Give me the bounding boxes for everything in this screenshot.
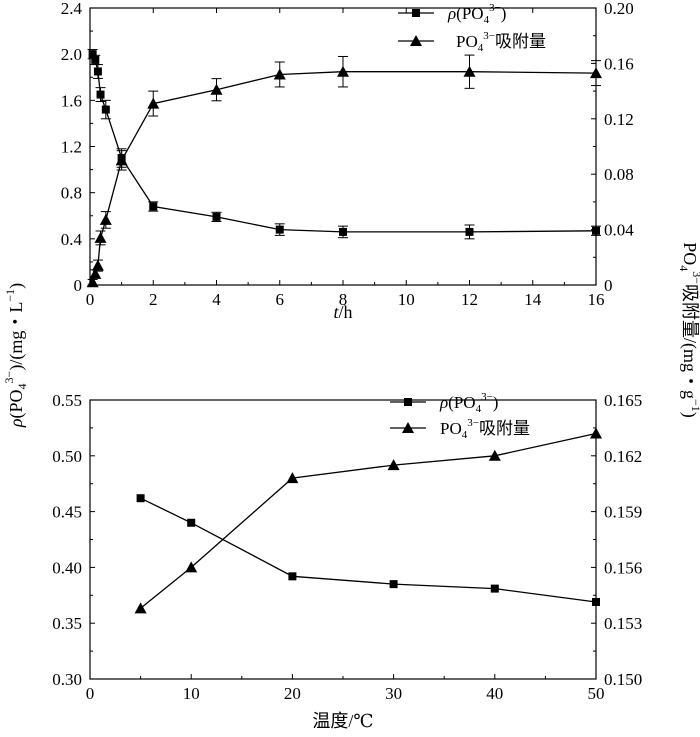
top-left-tick-label: 2.0 <box>61 45 82 64</box>
bottom-legend: ρ(PO43−) PO43−吸附量 <box>390 391 530 441</box>
bottom-left-tick-label: 0.50 <box>52 447 82 466</box>
bottom-adsorption-point <box>185 561 198 573</box>
bottom-left-tick-label: 0.35 <box>52 614 82 633</box>
top-right-tick-label: 0.04 <box>604 221 634 240</box>
top-right-tick-label: 0.16 <box>604 54 634 73</box>
svg-text:ρ(PO43−): ρ(PO43−) <box>439 391 498 415</box>
top-concentration-point <box>212 212 221 221</box>
top-left-tick-label: 2.4 <box>61 0 83 18</box>
bottom-left-tick-label: 0.40 <box>52 558 82 577</box>
left-axis-label: ρ(PO43−)/(mg・L−1) <box>2 283 29 428</box>
bottom-left-tick-label: 0.30 <box>52 670 82 689</box>
top-right-tick-label: 0.08 <box>604 165 634 184</box>
top-adsorption-point <box>463 65 476 77</box>
bottom-x-tick-label: 20 <box>284 684 301 703</box>
top-adsorption-point <box>337 65 349 77</box>
top-x-tick-label: 4 <box>212 290 221 309</box>
bottom-x-tick-label: 50 <box>588 684 605 703</box>
top-x-tick-label: 8 <box>339 290 348 309</box>
bottom-adsorption-line <box>140 432 597 609</box>
top-concentration-point <box>96 90 105 99</box>
bottom-left-tick-label: 0.55 <box>52 391 82 410</box>
bottom-right-tick-label: 0.162 <box>604 447 642 466</box>
bottom-concentration-point <box>592 597 600 606</box>
bottom-adsorption-point <box>590 427 602 439</box>
top-right-tick-label: 0 <box>604 276 613 295</box>
top-adsorption-point <box>94 231 107 243</box>
top-right-tick-label: 0.20 <box>604 0 634 18</box>
bottom-x-tick-label: 0 <box>86 684 95 703</box>
bottom-adsorption-point <box>286 472 299 484</box>
top-adsorption-point <box>273 68 286 80</box>
bottom-plot: 0 10 20 30 40 50 0.30 0.35 0.40 0.45 0.50 0.55 0.150… <box>52 391 642 703</box>
top-concentration-point <box>101 105 110 114</box>
bottom-x-tick-label: 30 <box>385 684 402 703</box>
top-concentration-point <box>149 202 158 211</box>
top-x-axis-label: t/h <box>333 302 352 322</box>
bottom-concentration-line <box>140 497 597 603</box>
svg-text:PO43−吸附量: PO43−吸附量 <box>456 30 546 54</box>
bottom-left-tick-label: 0.45 <box>52 503 82 522</box>
top-x-tick-label: 6 <box>276 290 285 309</box>
top-adsorption-point <box>210 83 223 95</box>
top-adsorption-point <box>590 67 602 79</box>
top-left-tick-label: 0.4 <box>61 230 83 249</box>
bottom-adsorption-point <box>488 449 501 461</box>
bottom-concentration-point <box>187 518 196 527</box>
right-axis-label: PO43−吸附量/(mg・g−1) <box>677 242 700 418</box>
top-left-tick-label: 1.6 <box>61 91 82 110</box>
top-adsorption-point <box>115 154 128 166</box>
top-x-tick-label: 16 <box>588 290 605 309</box>
bottom-right-tick-label: 0.150 <box>604 670 642 689</box>
top-right-tick-label: 0.12 <box>604 110 634 129</box>
top-x-tick-label: 0 <box>86 290 95 309</box>
top-x-tick-label: 14 <box>524 290 542 309</box>
bottom-concentration-point <box>136 494 145 503</box>
svg-text:PO43−吸附量: PO43−吸附量 <box>440 417 530 441</box>
top-adsorption-point <box>99 213 112 225</box>
svg-text:ρ(PO43−): ρ(PO43−) <box>447 2 506 26</box>
bottom-x-tick-label: 40 <box>486 684 503 703</box>
top-plot: 0 2 4 6 8 10 12 14 1600.40.81.21.62.02.400.040.0… <box>61 0 635 309</box>
bottom-right-tick-label: 0.159 <box>604 503 642 522</box>
top-adsorption-point <box>147 97 160 109</box>
top-concentration-point <box>91 55 100 64</box>
top-adsorption-point <box>86 276 99 288</box>
bottom-right-tick-label: 0.165 <box>604 391 642 410</box>
top-adsorption-point <box>91 259 104 271</box>
top-x-tick-label: 10 <box>398 290 415 309</box>
top-concentration-point <box>592 226 600 235</box>
top-concentration-point <box>275 225 284 234</box>
bottom-x-axis-label: 温度/℃ <box>312 711 373 731</box>
top-concentration-line <box>92 53 597 233</box>
bottom-concentration-point <box>389 580 398 589</box>
bottom-right-tick-label: 0.153 <box>604 614 642 633</box>
top-left-tick-label: 1.2 <box>61 138 82 157</box>
top-concentration-point <box>88 50 97 59</box>
top-x-tick-label: 2 <box>149 290 158 309</box>
bottom-concentration-point <box>288 572 297 581</box>
bottom-plot-frame <box>89 399 597 680</box>
bottom-x-tick-label: 10 <box>183 684 200 703</box>
bottom-concentration-point <box>490 584 499 593</box>
bottom-adsorption-point <box>387 459 400 471</box>
top-concentration-point <box>339 227 347 236</box>
top-left-tick-label: 0 <box>74 276 83 295</box>
top-left-tick-label: 0.8 <box>61 184 82 203</box>
top-concentration-point <box>465 227 474 236</box>
top-concentration-point <box>93 67 102 76</box>
top-adsorption-line <box>91 71 597 283</box>
top-adsorption-point <box>89 267 102 279</box>
top-legend: ρ(PO43−) PO43−吸附量 <box>398 2 546 54</box>
bottom-right-tick-label: 0.156 <box>604 558 642 577</box>
top-x-tick-label: 12 <box>461 290 478 309</box>
bottom-adsorption-point <box>134 602 147 614</box>
